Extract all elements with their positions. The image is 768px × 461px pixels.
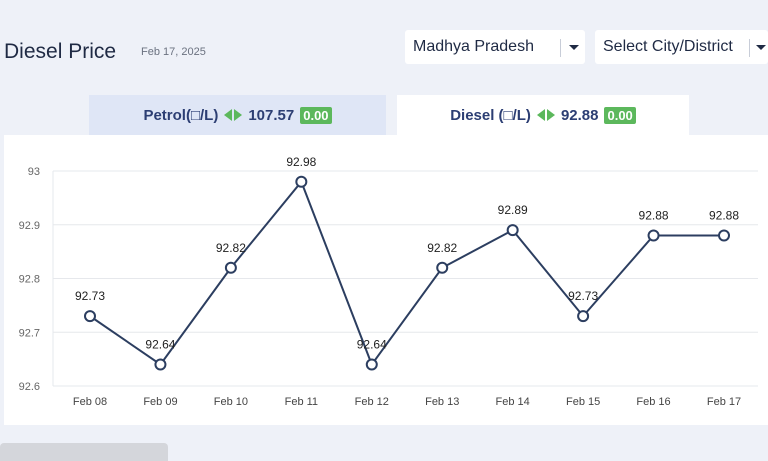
diesel-price: 92.88	[560, 106, 599, 124]
petrol-price: 107.57	[248, 106, 295, 124]
data-label: 92.89	[498, 203, 528, 217]
state-select[interactable]: Madhya Pradesh	[405, 30, 585, 64]
y-tick-label: 92.7	[19, 327, 40, 339]
data-point	[718, 229, 730, 242]
data-label: 92.64	[145, 338, 175, 352]
data-label: 92.73	[568, 289, 598, 303]
select-divider	[749, 39, 750, 57]
data-label: 92.73	[75, 289, 105, 303]
state-select-value: Madhya Pradesh	[413, 38, 534, 55]
x-tick-label: Feb 17	[707, 396, 741, 408]
city-select[interactable]: Select City/District	[595, 30, 768, 64]
petrol-label: Petrol(□/L)	[143, 106, 219, 124]
chevron-down-icon[interactable]	[569, 45, 579, 50]
price-chart-panel: 92.6 92.7 92.8 92.9 93 Feb 08 Feb 09 Feb 10 Feb …	[4, 135, 768, 425]
price-date: Feb 17, 2025	[141, 46, 206, 58]
x-tick-label: Feb 09	[143, 396, 177, 408]
tab-diesel[interactable]: Diesel (□/L) 92.88 0.00	[397, 95, 689, 135]
x-tick-label: Feb 10	[214, 396, 248, 408]
header: Diesel Price Feb 17, 2025 Madhya Pradesh…	[0, 0, 768, 95]
y-tick-label: 93	[28, 166, 40, 178]
select-divider	[560, 39, 561, 57]
data-point	[295, 175, 308, 188]
series-line	[89, 179, 724, 367]
data-label: 92.82	[427, 241, 457, 255]
y-tick-label: 92.8	[19, 274, 40, 286]
x-tick-label: Feb 15	[566, 396, 600, 408]
x-tick-label: Feb 13	[425, 396, 459, 408]
data-label: 92.64	[357, 338, 387, 352]
y-tick-label: 92.6	[19, 381, 40, 393]
data-point	[577, 310, 590, 323]
page-title: Diesel Price	[4, 40, 117, 63]
tab-petrol[interactable]: Petrol(□/L) 107.57 0.00	[89, 95, 386, 135]
data-point	[436, 261, 449, 274]
swap-arrows-icon	[224, 109, 243, 121]
data-label: 92.82	[216, 241, 246, 255]
petrol-change-badge: 0.00	[300, 106, 332, 124]
x-tick-label: Feb 11	[285, 396, 318, 408]
swap-arrows-icon	[536, 109, 555, 121]
data-label: 92.98	[286, 155, 316, 169]
chevron-down-icon[interactable]	[756, 45, 766, 50]
diesel-change-badge: 0.00	[604, 106, 636, 124]
data-point	[365, 358, 378, 371]
footer-tab[interactable]	[0, 443, 168, 461]
y-tick-label: 92.9	[19, 220, 40, 232]
data-point	[154, 358, 167, 371]
data-point	[84, 310, 96, 323]
x-tick-label: Feb 08	[73, 396, 107, 408]
data-label: 92.88	[639, 209, 669, 223]
data-point	[647, 229, 660, 242]
x-tick-label: Feb 12	[355, 396, 389, 408]
diesel-label: Diesel (□/L)	[450, 106, 531, 124]
data-label: 92.88	[709, 209, 739, 223]
city-select-value: Select City/District	[603, 38, 733, 55]
price-line-chart: 92.6 92.7 92.8 92.9 93 Feb 08 Feb 09 Feb 10 Feb …	[19, 155, 758, 408]
x-tick-label: Feb 14	[496, 396, 530, 408]
data-point	[506, 224, 519, 237]
x-tick-label: Feb 16	[636, 396, 670, 408]
data-point	[224, 261, 237, 274]
